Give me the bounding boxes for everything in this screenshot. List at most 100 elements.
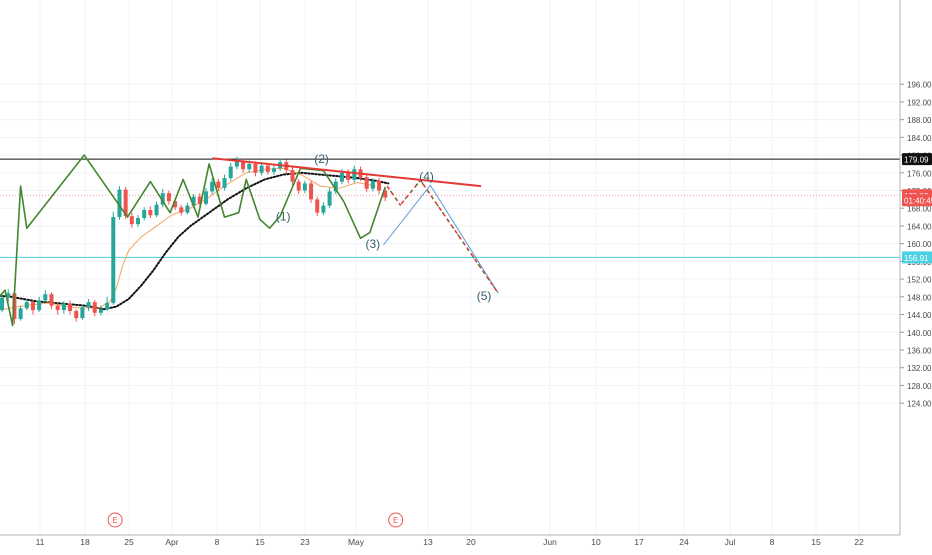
candle-body <box>49 294 54 306</box>
candle-body <box>98 309 103 313</box>
price-tick-label: 196.00 <box>907 81 932 90</box>
sma-fast-layer <box>0 167 376 311</box>
time-tick-label: 8 <box>215 537 220 547</box>
candle-body <box>228 166 233 179</box>
candle-body <box>346 172 351 180</box>
candle-body <box>24 302 29 309</box>
candle-body <box>142 209 147 218</box>
wave-label: (3) <box>366 237 381 251</box>
candle-body <box>166 193 171 202</box>
candle-body <box>74 310 79 319</box>
price-tick-label: 188.00 <box>907 116 932 125</box>
price-tick-label: 124.00 <box>907 400 932 409</box>
candle-body <box>68 303 73 311</box>
projection-dashed-green[interactable] <box>400 179 499 294</box>
time-tick-label: 18 <box>80 537 90 547</box>
time-tick-label: 20 <box>466 537 476 547</box>
projection-path[interactable] <box>383 184 499 294</box>
candle-body <box>148 209 153 216</box>
price-tick-label: 144.00 <box>907 311 932 320</box>
candle-body <box>18 308 23 319</box>
price-label-badge[interactable] <box>902 251 932 264</box>
candle-body <box>290 170 295 182</box>
price-tick-label: 160.00 <box>907 240 932 249</box>
candle-body <box>383 190 388 198</box>
candle-body <box>247 163 252 170</box>
candle-body <box>154 204 159 216</box>
candle-body <box>55 305 60 311</box>
grid-lines <box>0 0 900 535</box>
candle-body <box>370 180 375 189</box>
candle-body <box>271 168 276 172</box>
candle-body <box>6 293 11 298</box>
time-tick-label: May <box>348 537 365 547</box>
candle-body <box>136 217 141 225</box>
drawing-layer[interactable] <box>0 154 499 328</box>
candle-body <box>179 207 184 213</box>
wave-count-path[interactable] <box>0 154 386 328</box>
price-label-badge[interactable] <box>902 153 932 166</box>
price-tick-label: 148.00 <box>907 293 932 302</box>
price-tick-label: 176.00 <box>907 169 932 178</box>
price-tick-label: 128.00 <box>907 382 932 391</box>
candle-body <box>30 302 35 311</box>
candle-body <box>309 183 314 200</box>
wave-label: (4) <box>419 169 434 183</box>
candle-body <box>117 189 122 218</box>
time-axis[interactable]: 11 18 25 Apr 8 15 23 May 13 20 Jun 10 17 24 Jul 8 15 22 <box>0 534 900 547</box>
resistance-trendline[interactable] <box>212 157 482 188</box>
price-tick-label: 168.00 <box>907 205 932 214</box>
price-tick-label: 192.00 <box>907 98 932 107</box>
projection-dashed-red[interactable] <box>400 178 499 294</box>
candle-body <box>86 302 91 308</box>
price-tick-label: 164.00 <box>907 222 932 231</box>
candle-body <box>352 169 357 180</box>
candle-body <box>0 297 5 311</box>
time-tick-label: 24 <box>679 537 689 547</box>
time-tick-label: 22 <box>854 537 864 547</box>
candle-body <box>327 191 332 206</box>
candle-body <box>185 205 190 213</box>
candle-body <box>333 181 338 192</box>
candle-body <box>265 165 270 172</box>
earnings-marker-icon[interactable] <box>388 512 404 528</box>
projection-dashed-red[interactable] <box>386 185 402 207</box>
price-axis[interactable]: 124.00 128.00 132.00 136.00 140.00 144.00 148.… <box>899 0 932 535</box>
candle-body <box>315 199 320 213</box>
time-tick-label: 15 <box>811 537 821 547</box>
price-tick-label: 132.00 <box>907 364 932 373</box>
time-tick-label: Apr <box>165 537 178 547</box>
price-tick-label: 140.00 <box>907 329 932 338</box>
price-label-text: 01:40:45 <box>904 197 932 206</box>
candle-body <box>339 172 344 182</box>
horizontal-levels[interactable] <box>0 158 900 258</box>
candle-body <box>377 180 382 191</box>
candle-body <box>129 216 134 225</box>
candle-body <box>321 205 326 213</box>
time-tick-label: 15 <box>255 537 265 547</box>
time-tick-label: 17 <box>634 537 644 547</box>
candle-body <box>241 161 246 170</box>
wave-label: (2) <box>314 152 329 166</box>
candle-body <box>259 165 264 173</box>
candle-body <box>92 302 97 313</box>
price-label-badge[interactable] <box>902 194 932 207</box>
earnings-marker-icon[interactable] <box>107 512 123 528</box>
candle-body <box>197 196 202 204</box>
candle-body <box>364 177 369 189</box>
price-tick-label: 136.00 <box>907 346 932 355</box>
candle-body <box>160 193 165 205</box>
price-label-text: 156.91 <box>904 254 929 263</box>
price-tick-label: 152.00 <box>907 276 932 285</box>
wave-label: (1) <box>276 210 291 224</box>
candle-body <box>222 178 227 188</box>
candle-body <box>302 183 307 191</box>
time-tick-label: 11 <box>36 537 45 547</box>
candle-body <box>234 161 239 167</box>
time-tick-label: 10 <box>591 537 601 547</box>
time-tick-label: 23 <box>300 537 310 547</box>
sma-fast-line <box>0 167 376 311</box>
candle-body <box>123 189 128 217</box>
